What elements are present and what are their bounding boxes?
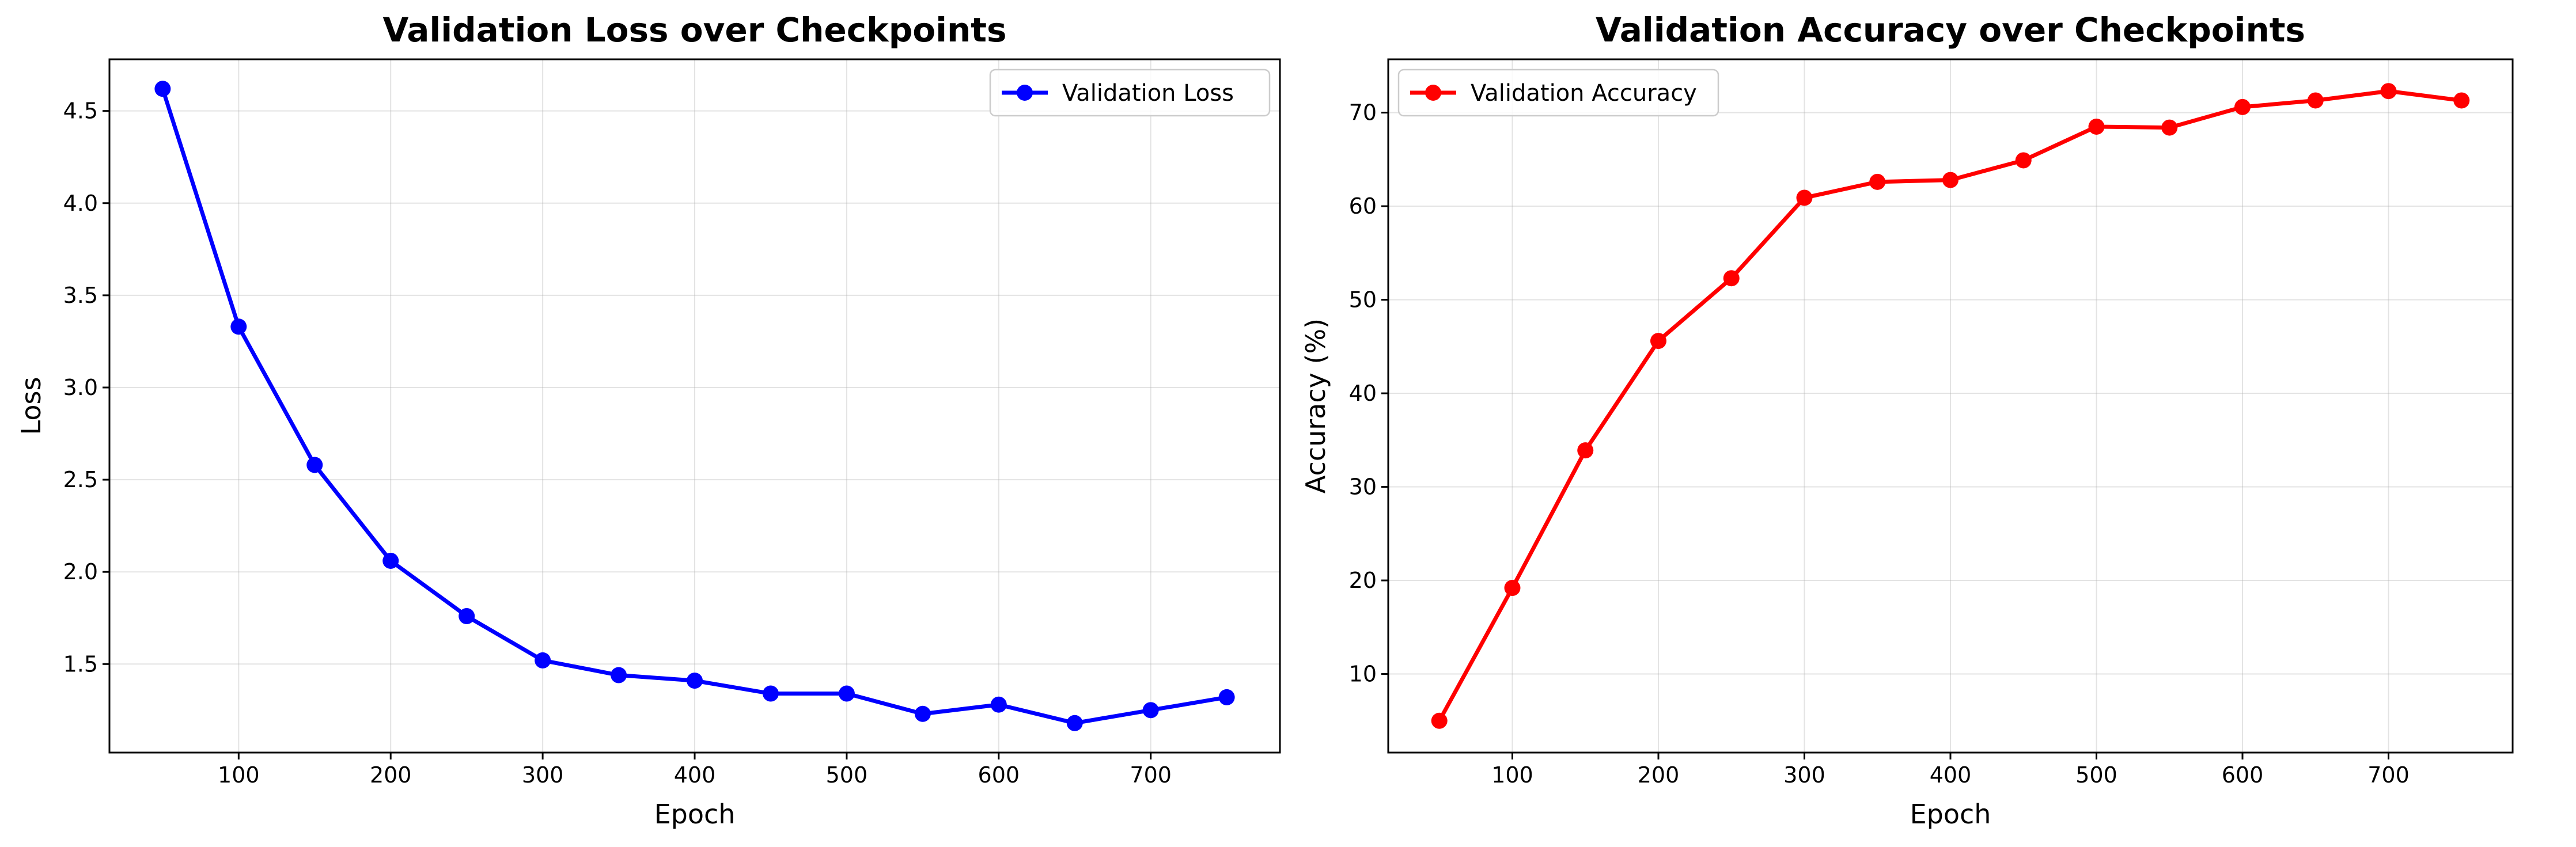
x-tick-label: 700 xyxy=(1130,762,1172,788)
data-point xyxy=(2234,98,2251,115)
y-tick-label: 70 xyxy=(1349,100,1377,126)
data-point xyxy=(1431,712,1448,729)
data-point xyxy=(2453,92,2470,109)
y-axis-label: Accuracy (%) xyxy=(1300,318,1331,493)
data-point xyxy=(154,81,171,97)
data-point xyxy=(1723,270,1740,287)
data-point xyxy=(535,652,551,669)
y-tick-label: 3.0 xyxy=(63,375,98,400)
x-tick-label: 400 xyxy=(674,762,716,788)
legend: Validation Accuracy xyxy=(1397,69,1719,117)
x-axis-label: Epoch xyxy=(654,799,736,830)
chart-title: Validation Accuracy over Checkpoints xyxy=(1596,10,2305,50)
x-tick-label: 100 xyxy=(1491,762,1533,788)
legend-marker-swatch xyxy=(1425,85,1441,101)
data-point xyxy=(1796,189,1813,206)
y-tick-label: 4.5 xyxy=(63,98,98,124)
data-point xyxy=(1066,715,1083,731)
legend-label: Validation Accuracy xyxy=(1471,80,1697,107)
data-point xyxy=(1869,173,1886,190)
x-axis-label: Epoch xyxy=(1910,799,1991,830)
x-tick-label: 100 xyxy=(218,762,260,788)
y-tick-label: 60 xyxy=(1349,193,1377,219)
data-point xyxy=(2161,119,2178,136)
data-point xyxy=(459,608,475,625)
data-point xyxy=(990,696,1007,713)
x-tick-label: 200 xyxy=(370,762,412,788)
data-point xyxy=(2088,118,2105,135)
x-tick-label: 500 xyxy=(2075,762,2117,788)
x-tick-label: 300 xyxy=(522,762,564,788)
legend-frame xyxy=(989,69,1271,117)
data-point xyxy=(1504,580,1521,597)
y-tick-label: 20 xyxy=(1349,568,1377,593)
chart-title: Validation Loss over Checkpoints xyxy=(383,10,1007,50)
plot-frame xyxy=(1387,58,2514,754)
data-point xyxy=(914,705,931,722)
data-point xyxy=(230,318,247,335)
y-tick-label: 4.0 xyxy=(63,191,98,216)
data-point xyxy=(2015,152,2032,169)
data-point xyxy=(2307,92,2324,109)
y-tick-label: 40 xyxy=(1349,381,1377,406)
x-tick-label: 400 xyxy=(1930,762,1972,788)
plot-frame xyxy=(108,58,1281,754)
legend-marker-swatch xyxy=(1017,85,1033,101)
x-tick-label: 600 xyxy=(2222,762,2264,788)
x-tick-label: 200 xyxy=(1638,762,1680,788)
legend: Validation Loss xyxy=(989,69,1271,117)
y-tick-label: 1.5 xyxy=(63,651,98,677)
y-tick-label: 2.5 xyxy=(63,467,98,492)
data-point xyxy=(382,552,399,569)
legend-frame xyxy=(1397,69,1719,117)
y-tick-label: 10 xyxy=(1349,662,1377,687)
data-point xyxy=(687,673,703,689)
x-tick-label: 700 xyxy=(2367,762,2410,788)
y-tick-label: 50 xyxy=(1349,287,1377,313)
x-tick-label: 300 xyxy=(1783,762,1825,788)
data-point xyxy=(611,667,627,683)
y-tick-label: 3.5 xyxy=(63,283,98,308)
data-point xyxy=(762,685,779,702)
data-point xyxy=(1218,689,1235,705)
data-point xyxy=(1650,333,1666,350)
data-point xyxy=(2380,83,2397,100)
chart-panel-2: 100 200 300 400 500 600 700 10 20 30 40 50 60 70 Valid… xyxy=(1300,10,2514,830)
data-point xyxy=(1142,702,1159,719)
data-point xyxy=(1577,442,1594,459)
data-point xyxy=(306,457,323,473)
data-point xyxy=(838,685,855,702)
chart-panel-1: 100 200 300 400 500 600 700 1.5 2.0 2.5 3.0 3.5 4.0 4… xyxy=(16,10,1281,830)
y-axis-label: Loss xyxy=(16,377,47,435)
y-tick-label: 30 xyxy=(1349,474,1377,500)
y-tick-label: 2.0 xyxy=(63,559,98,584)
x-tick-label: 500 xyxy=(826,762,868,788)
data-point xyxy=(1942,172,1958,188)
legend-label: Validation Loss xyxy=(1062,80,1234,107)
x-tick-label: 600 xyxy=(978,762,1020,788)
